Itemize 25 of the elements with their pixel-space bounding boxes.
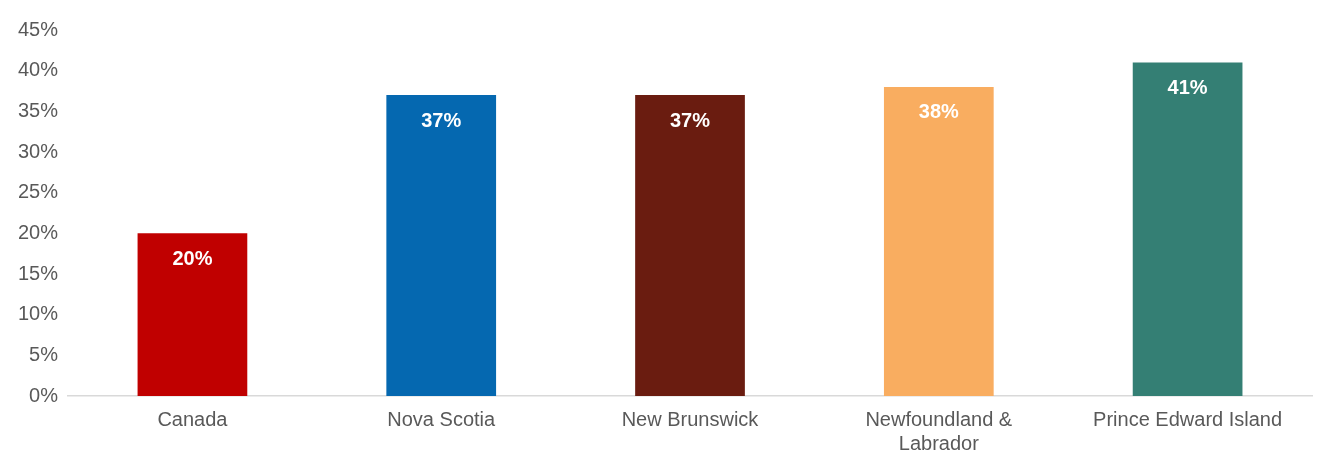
data-label: 38%	[918, 100, 960, 123]
x-tick-label: Nova Scotia	[387, 407, 497, 430]
bar	[883, 86, 994, 396]
y-tick-label: 15%	[18, 261, 59, 284]
data-label: 37%	[670, 108, 711, 131]
y-tick-label: 10%	[18, 302, 59, 325]
y-tick-label: 5%	[29, 342, 59, 365]
y-tick-label: 0%	[29, 383, 59, 406]
data-label: 20%	[172, 246, 213, 269]
y-tick-label: 40%	[18, 58, 59, 81]
bar	[137, 233, 248, 396]
bar	[1132, 62, 1243, 396]
data-label: 37%	[421, 108, 462, 131]
data-label: 41%	[1167, 76, 1208, 99]
y-tick-label: 35%	[18, 98, 59, 121]
x-tick-label: Prince Edward Island	[1093, 407, 1283, 430]
y-tick-label: 20%	[18, 220, 59, 243]
y-tick-label: 30%	[18, 139, 59, 162]
y-tick-label: 45%	[18, 17, 59, 40]
x-tick-label: Newfoundland & Labrador	[865, 407, 1013, 454]
x-tick-label: Canada	[157, 407, 229, 430]
bar	[386, 95, 497, 396]
bar	[635, 95, 745, 396]
x-tick-label: New Brunswick	[621, 407, 760, 430]
y-tick-label: 25%	[18, 180, 59, 203]
